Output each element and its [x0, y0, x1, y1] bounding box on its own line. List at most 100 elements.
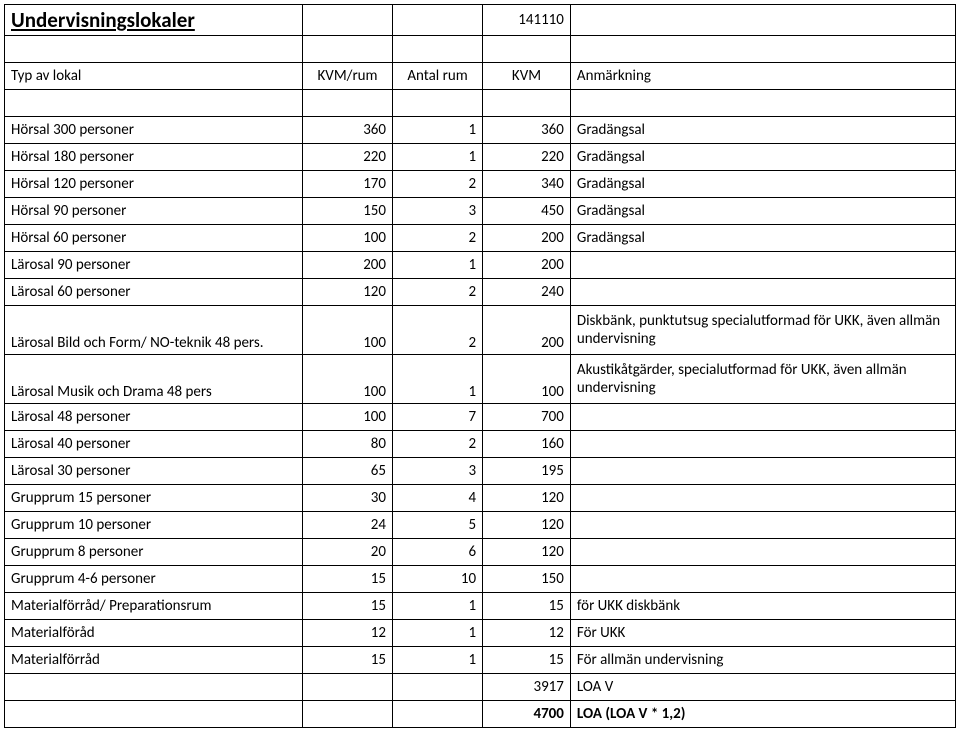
spacer-row — [5, 90, 956, 117]
cell-remark — [570, 431, 955, 458]
cell-antal: 3 — [393, 198, 483, 225]
col-header-kvm: KVM — [483, 63, 571, 90]
cell-antal: 7 — [393, 404, 483, 431]
empty-cell — [393, 674, 483, 701]
cell-remark — [570, 404, 955, 431]
table-row: Grupprum 10 personer245120 — [5, 512, 956, 539]
cell-kvm-rum: 170 — [303, 171, 393, 198]
empty-cell — [393, 36, 483, 63]
cell-type: Grupprum 8 personer — [5, 539, 303, 566]
cell-kvm-rum: 360 — [303, 117, 393, 144]
cell-kvm: 200 — [483, 306, 571, 355]
cell-kvm: 700 — [483, 404, 571, 431]
cell-kvm: 12 — [483, 620, 571, 647]
cell-kvm: 160 — [483, 431, 571, 458]
cell-remark: Gradängsal — [570, 225, 955, 252]
cell-remark — [570, 512, 955, 539]
cell-kvm-rum: 120 — [303, 279, 393, 306]
cell-antal: 4 — [393, 485, 483, 512]
date: 141110 — [483, 5, 571, 36]
title-row: Undervisningslokaler 141110 — [5, 5, 956, 36]
cell-kvm: 240 — [483, 279, 571, 306]
cell-kvm-rum: 80 — [303, 431, 393, 458]
cell-antal: 1 — [393, 355, 483, 404]
cell-kvm: 15 — [483, 593, 571, 620]
cell-type: Materialföråd — [5, 620, 303, 647]
empty-cell — [483, 90, 571, 117]
table-row: Hörsal 90 personer1503450Gradängsal — [5, 198, 956, 225]
empty-cell — [303, 90, 393, 117]
cell-remark: För UKK — [570, 620, 955, 647]
cell-kvm-rum: 20 — [303, 539, 393, 566]
cell-type: Hörsal 300 personer — [5, 117, 303, 144]
empty-cell — [5, 674, 303, 701]
cell-antal: 2 — [393, 431, 483, 458]
table-row: Grupprum 4-6 personer1510150 — [5, 566, 956, 593]
empty-cell — [570, 5, 955, 36]
empty-cell — [5, 36, 303, 63]
cell-kvm-rum: 100 — [303, 404, 393, 431]
page-title: Undervisningslokaler — [5, 5, 303, 36]
cell-type: Grupprum 15 personer — [5, 485, 303, 512]
cell-kvm-rum: 100 — [303, 306, 393, 355]
empty-cell — [570, 90, 955, 117]
table-row: Hörsal 120 personer1702340Gradängsal — [5, 171, 956, 198]
table-row: Hörsal 300 personer3601360Gradängsal — [5, 117, 956, 144]
rooms-table: Undervisningslokaler 141110 Typ av lokal… — [4, 4, 956, 728]
table-row: Lärosal Bild och Form/ NO-teknik 48 pers… — [5, 306, 956, 355]
cell-remark — [570, 485, 955, 512]
cell-remark: Gradängsal — [570, 171, 955, 198]
empty-cell — [393, 5, 483, 36]
cell-kvm-rum: 15 — [303, 566, 393, 593]
cell-kvm-rum: 30 — [303, 485, 393, 512]
empty-cell — [483, 36, 571, 63]
cell-antal: 1 — [393, 144, 483, 171]
cell-remark — [570, 458, 955, 485]
cell-kvm-rum: 100 — [303, 225, 393, 252]
cell-type: Lärosal 40 personer — [5, 431, 303, 458]
cell-type: Grupprum 10 personer — [5, 512, 303, 539]
total-row: 4700LOA (LOA V * 1,2) — [5, 701, 956, 728]
cell-antal: 2 — [393, 171, 483, 198]
cell-remark — [570, 252, 955, 279]
cell-remark: Akustikåtgärder, specialutformad för UKK… — [570, 355, 955, 404]
table-row: Materialföråd12112För UKK — [5, 620, 956, 647]
empty-cell — [393, 90, 483, 117]
cell-remark: Diskbänk, punktutsug specialutformad för… — [570, 306, 955, 355]
cell-antal: 1 — [393, 117, 483, 144]
total-kvm: 4700 — [483, 701, 571, 728]
cell-remark: För allmän undervisning — [570, 647, 955, 674]
cell-kvm: 450 — [483, 198, 571, 225]
cell-type: Lärosal 48 personer — [5, 404, 303, 431]
table-row: Lärosal 48 personer1007700 — [5, 404, 956, 431]
table-row: Hörsal 180 personer2201220Gradängsal — [5, 144, 956, 171]
total-row: 3917LOA V — [5, 674, 956, 701]
cell-kvm: 15 — [483, 647, 571, 674]
cell-remark — [570, 279, 955, 306]
cell-kvm-rum: 150 — [303, 198, 393, 225]
table-row: Lärosal 40 personer802160 — [5, 431, 956, 458]
cell-antal: 1 — [393, 593, 483, 620]
cell-type: Lärosal 60 personer — [5, 279, 303, 306]
cell-antal: 1 — [393, 252, 483, 279]
cell-kvm-rum: 220 — [303, 144, 393, 171]
total-kvm: 3917 — [483, 674, 571, 701]
table-row: Lärosal 30 personer653195 — [5, 458, 956, 485]
table-row: Hörsal 60 personer1002200Gradängsal — [5, 225, 956, 252]
total-label: LOA V — [570, 674, 955, 701]
table-row: Grupprum 8 personer206120 — [5, 539, 956, 566]
cell-kvm-rum: 12 — [303, 620, 393, 647]
cell-kvm: 220 — [483, 144, 571, 171]
cell-type: Materialförråd — [5, 647, 303, 674]
cell-remark: Gradängsal — [570, 198, 955, 225]
cell-type: Hörsal 90 personer — [5, 198, 303, 225]
empty-cell — [5, 90, 303, 117]
col-header-antal: Antal rum — [393, 63, 483, 90]
spacer-row — [5, 36, 956, 63]
col-header-kvm-rum: KVM/rum — [303, 63, 393, 90]
empty-cell — [5, 701, 303, 728]
cell-antal: 10 — [393, 566, 483, 593]
cell-kvm: 150 — [483, 566, 571, 593]
cell-kvm: 200 — [483, 225, 571, 252]
cell-kvm-rum: 200 — [303, 252, 393, 279]
